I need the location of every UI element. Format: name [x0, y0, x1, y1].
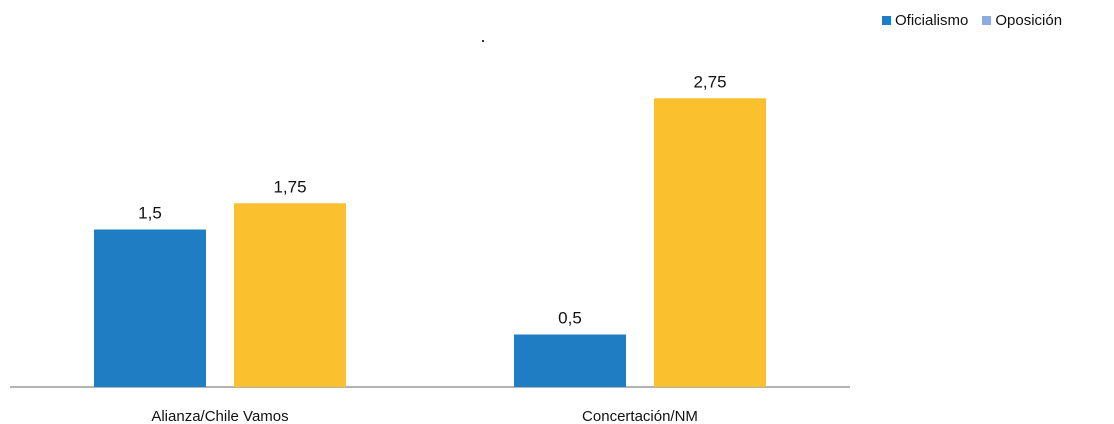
category-label-concertacion-nm: Concertación/NM	[582, 408, 698, 424]
value-label-oficialismo-concertacion-nm: 0,5	[558, 309, 582, 328]
legend-item-oposicion: Oposición	[982, 12, 1062, 29]
legend-item-oficialismo: Oficialismo	[882, 12, 968, 29]
value-label-oposicion-concertacion-nm: 2,75	[693, 72, 726, 91]
legend-label-oficialismo: Oficialismo	[895, 12, 969, 29]
category-label-alianza-chile-vamos: Alianza/Chile Vamos	[151, 408, 288, 424]
value-labels-group: 1,5 1,75 0,5 2,75	[138, 72, 726, 327]
value-label-oposicion-alianza-chile-vamos: 1,75	[273, 177, 306, 196]
category-labels-group: Alianza/Chile Vamos Concertación/NM	[151, 408, 698, 424]
legend-swatch-oficialismo	[882, 16, 891, 25]
bar-oposicion-concertacion-nm	[654, 98, 766, 387]
value-label-oficialismo-alianza-chile-vamos: 1,5	[138, 204, 162, 223]
legend-label-oposicion: Oposición	[995, 12, 1063, 29]
legend: Oficialismo Oposición	[882, 12, 1062, 29]
bar-oficialismo-concertacion-nm	[514, 334, 626, 387]
bar-oposicion-alianza-chile-vamos	[234, 203, 346, 387]
bar-oficialismo-alianza-chile-vamos	[94, 229, 206, 387]
legend-swatch-oposicion	[982, 16, 992, 25]
stray-dot	[482, 40, 484, 42]
bars-group	[94, 98, 766, 387]
